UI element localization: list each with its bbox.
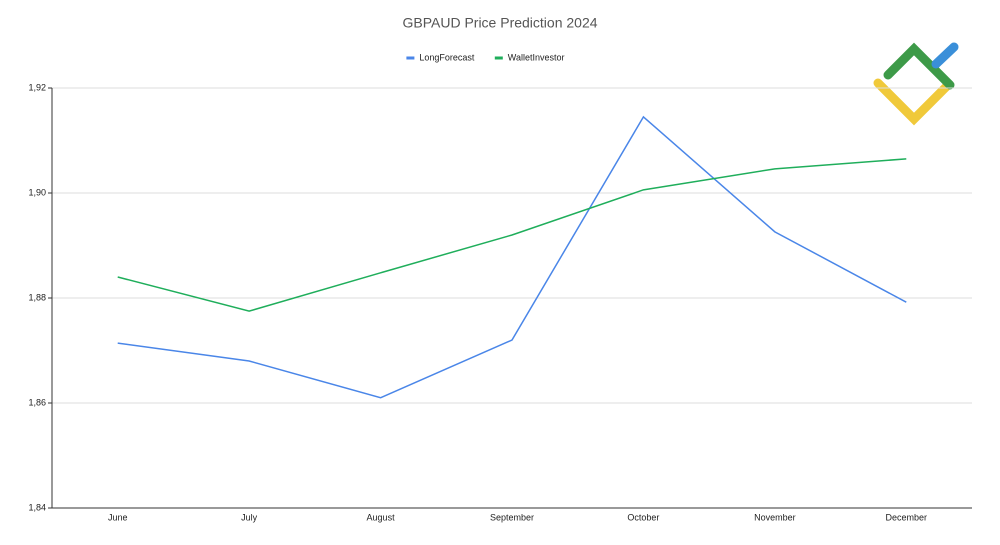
y-tick-label: 1,84 [28, 502, 46, 512]
x-tick-label: June [108, 512, 128, 522]
series-line [117, 158, 907, 312]
y-tick-label: 1,92 [28, 82, 46, 92]
x-tick-label: October [627, 512, 659, 522]
chart-title: GBPAUD Price Prediction 2024 [402, 15, 597, 31]
y-tick-label: 1,90 [28, 187, 46, 197]
x-tick-label: September [490, 512, 534, 522]
x-tick-label: December [886, 512, 928, 522]
x-tick-label: July [241, 512, 258, 522]
logo-part [883, 42, 955, 90]
legend-label: LongForecast [419, 52, 475, 62]
y-tick-label: 1,88 [28, 292, 46, 302]
logo [873, 42, 959, 126]
x-tick-label: August [367, 512, 396, 522]
logo-part [931, 42, 959, 69]
legend-label: WalletInvestor [508, 52, 565, 62]
logo-part [873, 78, 951, 126]
series-line [117, 115, 907, 399]
x-tick-label: November [754, 512, 796, 522]
y-tick-label: 1,86 [28, 397, 46, 407]
